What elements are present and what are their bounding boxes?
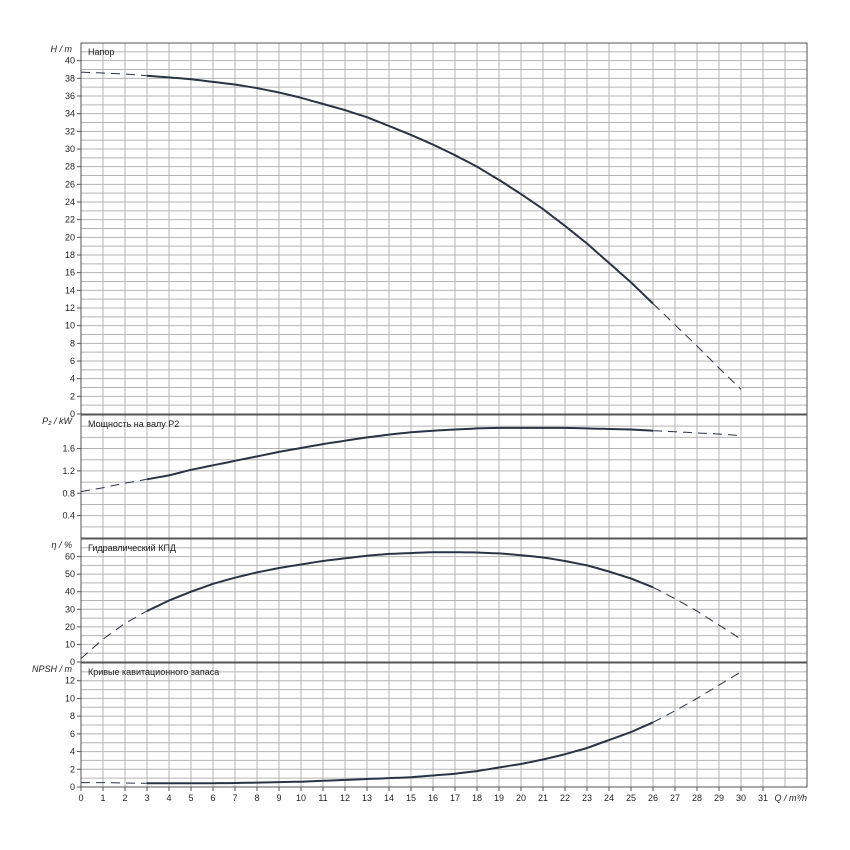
x-tick-label: 17	[450, 793, 460, 803]
y-tick-label: 8	[70, 338, 75, 348]
y-tick-label: 26	[65, 179, 75, 189]
x-tick-label: 6	[210, 793, 215, 803]
y-tick-label: 24	[65, 197, 75, 207]
y-tick-label: 2	[70, 764, 75, 774]
y-tick-label: 32	[65, 126, 75, 136]
y-tick-label: 38	[65, 73, 75, 83]
y-tick-label: 16	[65, 268, 75, 278]
y-tick-label: 14	[65, 285, 75, 295]
x-tick-label: 21	[538, 793, 548, 803]
curve-dashed-left	[81, 782, 148, 784]
y-tick-label: 40	[65, 587, 75, 597]
panel-title: Кривые кавитационного запаса	[88, 667, 219, 677]
y-tick-label: 6	[70, 356, 75, 366]
y-tick-label: 1.2	[62, 466, 75, 476]
y-tick-label: 0	[70, 657, 75, 667]
x-tick-label: 7	[232, 793, 237, 803]
x-tick-label: 28	[692, 793, 702, 803]
curve-dashed-left	[80, 610, 148, 659]
x-tick-label: 0	[78, 793, 83, 803]
curve-solid	[146, 426, 654, 481]
panel-frame	[80, 662, 808, 788]
x-tick-label: 10	[296, 793, 306, 803]
curve-solid	[146, 74, 654, 305]
x-tick-label: 14	[384, 793, 394, 803]
x-tick-label: 12	[340, 793, 350, 803]
y-tick-label: 60	[65, 552, 75, 562]
y-axis-label: H / m	[51, 44, 73, 54]
y-tick-label: 22	[65, 215, 75, 225]
x-tick-label: 31	[758, 793, 768, 803]
y-tick-label: 30	[65, 604, 75, 614]
x-tick-label: 19	[494, 793, 504, 803]
x-tick-label: 30	[736, 793, 746, 803]
x-tick-label: 15	[406, 793, 416, 803]
curve-dashed-left	[80, 478, 148, 493]
x-tick-label: 25	[626, 793, 636, 803]
y-tick-label: 1.6	[62, 444, 75, 454]
x-tick-label: 20	[516, 793, 526, 803]
y-tick-label: 0.8	[62, 488, 75, 498]
x-tick-label: 26	[648, 793, 658, 803]
panel-frame	[80, 42, 808, 415]
y-tick-label: 28	[65, 162, 75, 172]
x-tick-label: 27	[670, 793, 680, 803]
y-tick-label: 18	[65, 250, 75, 260]
curve-dashed-right	[652, 586, 742, 640]
y-tick-label: 50	[65, 569, 75, 579]
x-tick-label: 3	[144, 793, 149, 803]
x-tick-label: 9	[276, 793, 281, 803]
y-tick-label: 6	[70, 729, 75, 739]
panel-title: Гидравлический КПД	[88, 543, 176, 553]
panel-title: Мощность на валу P2	[88, 419, 179, 429]
x-tick-label: 18	[472, 793, 482, 803]
curve-dashed-right	[652, 671, 742, 723]
y-tick-label: 8	[70, 711, 75, 721]
y-tick-label: 4	[70, 374, 75, 384]
y-tick-label: 10	[65, 693, 75, 703]
y-tick-label: 20	[65, 232, 75, 242]
panel-title: Напор	[88, 47, 114, 57]
y-tick-label: 2	[70, 391, 75, 401]
y-tick-label: 10	[65, 639, 75, 649]
y-tick-label: 0.4	[62, 511, 75, 521]
x-tick-label: 4	[166, 793, 171, 803]
y-tick-label: 34	[65, 109, 75, 119]
y-tick-label: 0	[70, 782, 75, 792]
y-axis-label: NPSH / m	[32, 664, 73, 674]
x-tick-label: 23	[582, 793, 592, 803]
x-tick-label: 29	[714, 793, 724, 803]
x-tick-label: 13	[362, 793, 372, 803]
x-tick-label: 22	[560, 793, 570, 803]
x-tick-label: 8	[254, 793, 259, 803]
curve-dashed-right	[652, 303, 742, 390]
y-tick-label: 0	[70, 409, 75, 419]
x-tick-label: 24	[604, 793, 614, 803]
panel-frame	[80, 538, 808, 663]
y-tick-label: 12	[65, 303, 75, 313]
x-tick-label: 16	[428, 793, 438, 803]
x-tick-label: 5	[188, 793, 193, 803]
y-tick-label: 30	[65, 144, 75, 154]
curve-dashed-left	[80, 71, 148, 77]
y-axis-label: P₂ / kW	[42, 416, 73, 426]
x-tick-label: 1	[100, 793, 105, 803]
curve-solid	[146, 551, 654, 612]
y-tick-label: 36	[65, 91, 75, 101]
y-tick-label: 12	[65, 676, 75, 686]
x-axis-label: Q / m³/h	[774, 793, 807, 803]
panel-frame	[80, 414, 808, 539]
y-tick-label: 20	[65, 622, 75, 632]
y-tick-label: 4	[70, 747, 75, 757]
y-axis-label: η / %	[51, 540, 72, 550]
y-tick-label: 40	[65, 56, 75, 66]
x-tick-label: 2	[122, 793, 127, 803]
curve-solid	[147, 721, 654, 785]
x-tick-label: 11	[318, 793, 327, 803]
y-tick-label: 10	[65, 321, 75, 331]
